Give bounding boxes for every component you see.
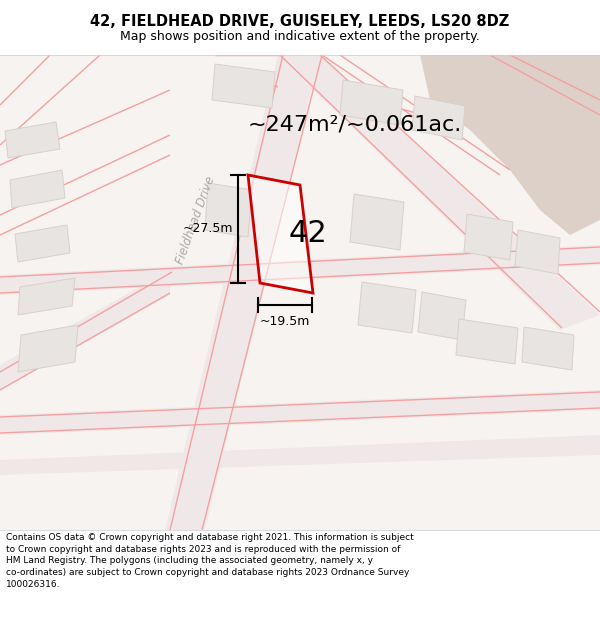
Text: 42: 42 [289, 219, 328, 249]
Text: Contains OS data © Crown copyright and database right 2021. This information is : Contains OS data © Crown copyright and d… [6, 533, 414, 589]
Text: ~27.5m: ~27.5m [182, 222, 233, 236]
Polygon shape [456, 319, 518, 364]
Text: Map shows position and indicative extent of the property.: Map shows position and indicative extent… [120, 30, 480, 43]
Polygon shape [5, 122, 60, 158]
Polygon shape [340, 80, 403, 125]
Polygon shape [212, 64, 275, 108]
Polygon shape [248, 175, 313, 293]
Polygon shape [522, 327, 574, 370]
Text: ~19.5m: ~19.5m [260, 315, 310, 328]
Polygon shape [205, 183, 252, 237]
Polygon shape [358, 282, 416, 333]
Polygon shape [0, 245, 600, 295]
Polygon shape [0, 390, 600, 435]
Polygon shape [350, 194, 404, 250]
Polygon shape [412, 96, 465, 140]
Text: 42, FIELDHEAD DRIVE, GUISELEY, LEEDS, LS20 8DZ: 42, FIELDHEAD DRIVE, GUISELEY, LEEDS, LS… [91, 14, 509, 29]
Text: ~247m²/~0.061ac.: ~247m²/~0.061ac. [248, 115, 462, 135]
Polygon shape [0, 270, 170, 390]
Polygon shape [0, 435, 600, 475]
Polygon shape [165, 55, 320, 530]
Polygon shape [18, 278, 75, 315]
Polygon shape [15, 225, 70, 262]
Polygon shape [464, 214, 513, 260]
Polygon shape [0, 55, 600, 530]
Polygon shape [18, 325, 78, 372]
Polygon shape [515, 230, 560, 274]
Polygon shape [418, 292, 466, 340]
Text: Fieldhead Drive: Fieldhead Drive [174, 174, 218, 266]
Polygon shape [420, 55, 600, 235]
Polygon shape [278, 55, 600, 330]
Polygon shape [10, 170, 65, 208]
